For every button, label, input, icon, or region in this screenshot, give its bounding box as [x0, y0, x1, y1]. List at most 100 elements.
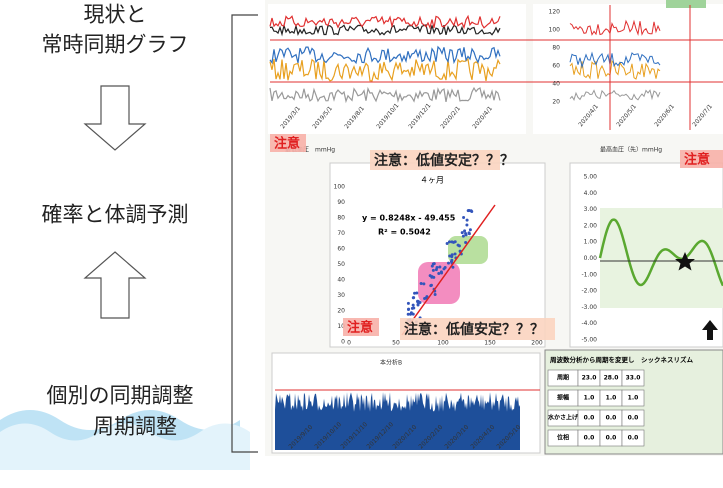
scatter-point [463, 229, 467, 233]
label: 確率と体調予測 [42, 203, 189, 227]
scatter-point [409, 312, 413, 316]
table-cell-text: 0.0 [584, 435, 595, 442]
tick-label: 0 [347, 340, 351, 347]
table-cell [621, 389, 645, 407]
scatter-point [438, 265, 442, 269]
scatter-point [415, 291, 419, 295]
table-cell [621, 429, 645, 447]
tick-label: 20 [337, 308, 345, 315]
tick-label: 80 [552, 45, 560, 52]
tick-label: 100 [549, 27, 561, 34]
tick-label: 60 [552, 63, 560, 70]
tick-label: 50 [392, 340, 400, 347]
tick-label: 150 [484, 340, 496, 347]
callout-box [270, 134, 306, 152]
tick-label: 1.00 [584, 239, 598, 246]
table-cell [621, 369, 645, 387]
line-series [569, 60, 661, 80]
callout-box [343, 318, 379, 336]
line-series [269, 14, 501, 30]
tick-label: 60 [337, 246, 345, 253]
chart-panel [329, 162, 546, 348]
scatter-point [419, 281, 423, 285]
scatter-point [422, 282, 426, 286]
tick-label: 120 [549, 9, 561, 16]
scatter-point [406, 312, 410, 316]
tick-label: 40 [337, 277, 345, 284]
tick-label: 2.00 [584, 222, 598, 229]
tick-label: 3.00 [584, 206, 598, 213]
scatter-point [449, 260, 453, 264]
line-series [269, 58, 501, 82]
scatter-point [423, 296, 427, 300]
callout-box [370, 150, 500, 170]
tick-label: 4.00 [584, 190, 598, 197]
scatter-point [465, 223, 469, 227]
scatter-point [411, 296, 415, 300]
tick-label: 80 [337, 215, 345, 222]
tick-label: 20 [552, 99, 560, 106]
tick-label: 50 [337, 261, 345, 268]
tick-label: 70 [337, 230, 345, 237]
scatter-point [460, 231, 464, 235]
tick-label: 0 [341, 339, 345, 346]
label: 周期調整 [93, 415, 177, 439]
scatter-point [416, 302, 420, 306]
tick-label: 0.00 [584, 255, 598, 262]
scatter-point [433, 293, 437, 297]
scatter-point [435, 266, 439, 270]
scatter-point [464, 241, 468, 245]
table-cell-text: 位相 [557, 434, 569, 442]
scatter-point [447, 240, 451, 244]
line-series [269, 23, 501, 37]
label: 現状と [84, 3, 147, 27]
scatter-point [450, 255, 454, 259]
up-arrow-icon [702, 320, 718, 340]
scatter-point [418, 301, 422, 305]
table-cell-text: 1.0 [628, 395, 639, 402]
table-cell-text: 28.0 [604, 375, 619, 382]
table-cell-text: 1.0 [584, 395, 595, 402]
tick-label: 5.00 [584, 174, 598, 181]
scatter-point [462, 215, 466, 219]
axis-caption: 最高血圧（先）mmHg [600, 146, 662, 154]
tick-label: -1.00 [581, 271, 597, 278]
up-arrow [83, 251, 147, 319]
label: 常時同期グラフ [42, 33, 189, 57]
scatter-point [432, 262, 436, 266]
table-cell-text: 0.0 [606, 435, 617, 442]
tick-label: -4.00 [581, 320, 597, 327]
callout: 注意 [684, 152, 710, 168]
scatter-point [411, 312, 415, 316]
scatter-point [411, 303, 415, 307]
line-series [269, 45, 501, 65]
star [675, 252, 695, 271]
table-cell-text: 33.0 [626, 375, 641, 382]
scatter-point [429, 284, 433, 288]
table-cell-text: 振幅 [557, 394, 569, 402]
scatter-point [413, 291, 417, 295]
scatter-point [453, 252, 457, 256]
table-cell-text: 周期 [557, 374, 569, 382]
highlight [448, 236, 488, 264]
callout-box [400, 318, 555, 340]
tick-label: 40 [552, 81, 560, 88]
scatter-point [467, 232, 471, 236]
table-cell-text: 0.0 [584, 415, 595, 422]
scatter-point [465, 218, 469, 222]
table-cell-text: 0.0 [606, 415, 617, 422]
line-series [569, 89, 661, 102]
scatter-point [437, 272, 441, 276]
scatter-point [410, 306, 414, 310]
scatter-point [430, 264, 434, 268]
wave-decoration [0, 423, 250, 470]
tick-label: 30 [337, 292, 345, 299]
scatter-point [450, 240, 454, 244]
table-cell-text: 0.0 [628, 415, 639, 422]
band [600, 208, 723, 308]
bracket [231, 14, 258, 453]
scatter-point [464, 233, 468, 237]
equation: y = 0.8248x - 49.455 [362, 214, 456, 223]
table-cell-text: 23.0 [582, 375, 597, 382]
